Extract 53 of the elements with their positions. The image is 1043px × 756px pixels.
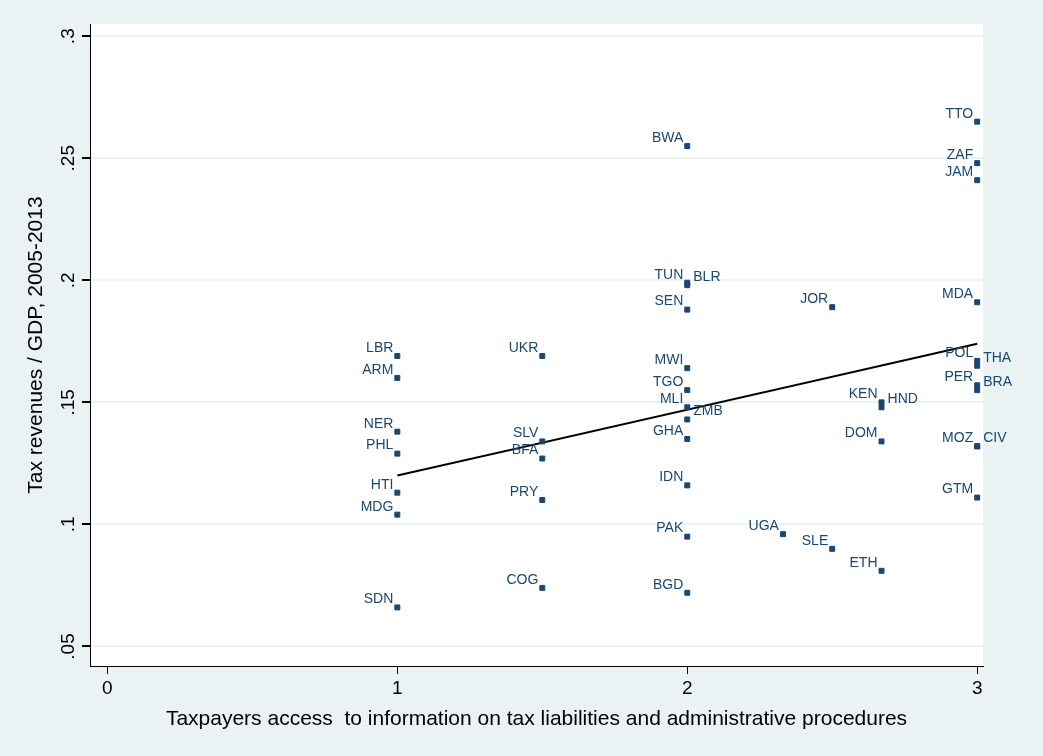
data-label: TUN (654, 265, 684, 282)
data-label: DOM (844, 424, 878, 441)
data-label: ETH (849, 553, 878, 570)
data-label: HTI (370, 475, 394, 492)
data-label: JAM (945, 163, 974, 180)
y-tick-label: .3 (56, 28, 78, 45)
data-label: SLV (512, 424, 539, 441)
data-label: ZAF (946, 146, 974, 162)
data-label: GTM (942, 480, 974, 497)
data-label: BLR (693, 268, 721, 285)
data-label: HND (887, 390, 918, 407)
y-tick-label: .15 (56, 389, 78, 416)
y-tick-label: .05 (56, 633, 78, 660)
data-label: JOR (800, 290, 829, 307)
data-label: GHA (652, 421, 684, 438)
y-tick-label: .25 (56, 145, 78, 172)
x-tick-label: 1 (392, 676, 403, 698)
data-label: POL (945, 343, 974, 360)
data-label: MOZ (942, 429, 974, 446)
data-label: BRA (983, 373, 1013, 390)
data-label: SEN (654, 292, 684, 309)
data-label: TTO (945, 104, 974, 121)
data-label: PHL (366, 436, 394, 453)
data-label: KEN (848, 385, 878, 402)
x-tick-label: 3 (971, 676, 983, 698)
data-label: COG (506, 570, 539, 587)
data-label: IDN (659, 468, 684, 485)
x-tick-label: 2 (681, 676, 693, 698)
data-label: MDG (360, 497, 394, 514)
data-label: UKR (508, 338, 539, 355)
data-label: ZMB (693, 402, 723, 419)
data-label: LBR (366, 338, 394, 355)
data-label: CIV (983, 429, 1008, 446)
data-label: BWA (651, 128, 684, 145)
data-label: MDA (942, 285, 974, 302)
data-label: UGA (748, 517, 780, 534)
data-label: PER (944, 368, 974, 385)
data-label: PAK (656, 519, 684, 536)
y-tick-label: .1 (56, 516, 78, 533)
x-tick-label: 0 (102, 676, 113, 698)
data-label: BGD (652, 575, 684, 592)
data-label: ARM (362, 360, 394, 377)
data-label: MWI (654, 351, 684, 368)
data-label: PRY (509, 482, 539, 499)
data-label: TGO (652, 373, 684, 390)
data-label: NER (363, 414, 394, 431)
y-tick-label: .2 (56, 272, 78, 289)
data-label: SLE (801, 531, 829, 548)
data-label: MLI (659, 390, 684, 407)
x-axis-title: Taxpayers access to information on tax liabilities and administrative procedures (165, 706, 908, 730)
y-axis-title: Tax revenues / GDP, 2005-2013 (23, 196, 47, 494)
data-label: THA (983, 348, 1012, 365)
data-label: SDN (363, 590, 394, 607)
